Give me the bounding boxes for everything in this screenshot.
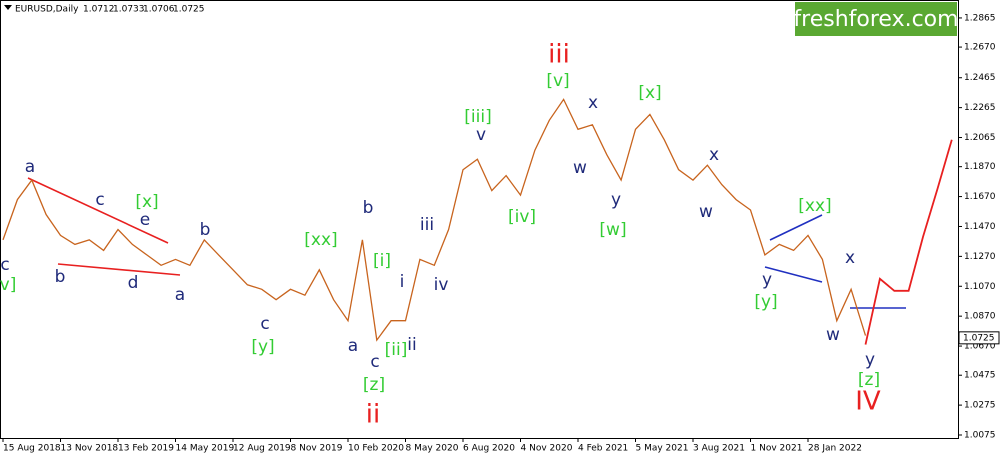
trend-line bbox=[764, 266, 823, 283]
wave-label: ii bbox=[407, 335, 416, 355]
wave-label: [z] bbox=[363, 375, 385, 395]
x-tick-label: 8 Nov 2019 bbox=[291, 444, 343, 454]
wave-label: w bbox=[826, 325, 840, 345]
pattern-lines bbox=[27, 177, 906, 309]
y-tick-label: 1.2065 bbox=[964, 133, 996, 143]
wave-label: b bbox=[55, 267, 66, 287]
plot-frame bbox=[0, 0, 959, 439]
watermark-box bbox=[795, 2, 957, 36]
wave-label: y bbox=[865, 350, 875, 370]
wave-label: v] bbox=[0, 275, 16, 295]
trend-line bbox=[769, 214, 823, 241]
wave-label: w bbox=[699, 202, 713, 222]
x-tick-label: 10 Feb 2020 bbox=[348, 444, 404, 454]
y-tick-label: 1.0870 bbox=[964, 312, 996, 322]
y-tick-label: 1.2265 bbox=[964, 103, 996, 113]
wave-label: ii bbox=[366, 400, 380, 430]
y-tick-label: 1.0075 bbox=[964, 431, 996, 441]
wave-label: b bbox=[363, 198, 374, 218]
wave-label: [xx] bbox=[798, 196, 831, 216]
symbol: EURUSD,Daily bbox=[15, 5, 79, 15]
x-tick-label: 12 Aug 2019 bbox=[233, 444, 291, 454]
price-line bbox=[864, 139, 953, 345]
trend-line bbox=[57, 263, 181, 276]
wave-label: iii bbox=[548, 40, 570, 70]
wave-label: b bbox=[200, 220, 211, 240]
y-tick-label: 1.0475 bbox=[964, 371, 996, 381]
x-tick-label: 4 Feb 2021 bbox=[578, 444, 628, 454]
wave-label: [iii] bbox=[464, 107, 491, 127]
wave-label: [xx] bbox=[304, 230, 337, 250]
wave-label: [w] bbox=[599, 220, 626, 240]
wave-label: [ii] bbox=[385, 340, 408, 360]
x-tick-label: 14 May 2019 bbox=[176, 444, 235, 454]
wave-label: x bbox=[709, 145, 719, 165]
x-tick-label: 4 Nov 2020 bbox=[521, 444, 573, 454]
wave-label: [i] bbox=[373, 251, 391, 271]
wave-label: a bbox=[348, 336, 358, 356]
y-tick-label: 1.1270 bbox=[964, 252, 996, 262]
x-tick-label: 28 Jan 2022 bbox=[808, 444, 862, 454]
y-tick-label: 1.2670 bbox=[964, 43, 996, 53]
wave-label: e bbox=[140, 210, 150, 230]
wave-label: a bbox=[25, 157, 35, 177]
wave-label: y bbox=[611, 190, 621, 210]
y-tick-label: 1.1870 bbox=[964, 162, 996, 172]
wave-label: [x] bbox=[638, 83, 661, 103]
x-tick-label: 13 Feb 2019 bbox=[118, 444, 174, 454]
x-tick-label: 5 May 2021 bbox=[636, 444, 689, 454]
high: 1.0733 bbox=[113, 5, 145, 15]
y-tick-label: 1.2865 bbox=[964, 13, 996, 23]
wave-label: a bbox=[175, 285, 185, 305]
wave-label: y bbox=[762, 270, 772, 290]
x-tick-label: 13 Nov 2018 bbox=[61, 444, 119, 454]
y-tick-label: 1.1070 bbox=[964, 282, 996, 292]
wave-label: [iv] bbox=[508, 207, 536, 227]
menu-arrow bbox=[4, 5, 12, 10]
wave-label: w bbox=[573, 158, 587, 178]
trend-line bbox=[27, 177, 169, 244]
x-tick-label: 8 May 2020 bbox=[406, 444, 459, 454]
y-tick-label: 1.2465 bbox=[964, 73, 996, 83]
wave-label: v bbox=[476, 125, 486, 145]
y-tick-label: 1.0275 bbox=[964, 401, 996, 411]
price-tag: 1.0725 bbox=[963, 333, 995, 343]
wave-label: [y] bbox=[251, 337, 274, 357]
wave-label: iii bbox=[420, 215, 434, 235]
y-tick-label: 1.0670 bbox=[964, 342, 996, 352]
wave-label: [y] bbox=[754, 292, 777, 312]
price-tag-box bbox=[958, 331, 1000, 345]
x-tick-label: 3 Aug 2021 bbox=[693, 444, 745, 454]
x-tick-label: 1 Nov 2021 bbox=[751, 444, 803, 454]
wave-label: c bbox=[95, 190, 104, 210]
open: 1.0712 bbox=[83, 5, 115, 15]
price-line bbox=[2, 98, 867, 342]
y-tick-label: 1.1670 bbox=[964, 192, 996, 202]
wave-label: [x] bbox=[135, 192, 158, 212]
close: 1.0725 bbox=[173, 5, 205, 15]
wave-label: [v] bbox=[546, 71, 569, 91]
wave-label: c bbox=[370, 352, 379, 372]
low: 1.0706 bbox=[143, 5, 175, 15]
wave-label: c bbox=[0, 255, 9, 275]
wave-label: i bbox=[400, 272, 405, 292]
x-tick-label: 15 Aug 2018 bbox=[3, 444, 61, 454]
wave-label: IV bbox=[855, 387, 881, 417]
wave-label: c bbox=[260, 314, 269, 334]
watermark: freshforex.com bbox=[793, 7, 958, 32]
wave-label: x bbox=[845, 248, 855, 268]
x-tick-label: 6 Aug 2020 bbox=[463, 444, 515, 454]
y-tick-label: 1.1470 bbox=[964, 222, 996, 232]
wave-label: d bbox=[128, 273, 139, 293]
wave-label: iv bbox=[434, 275, 449, 295]
wave-label: x bbox=[588, 93, 598, 113]
wave-label: [z] bbox=[858, 370, 880, 390]
